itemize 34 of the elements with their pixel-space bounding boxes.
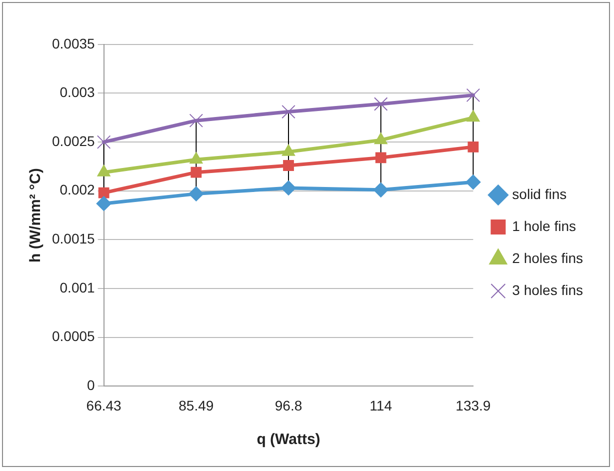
legend-label: 1 hole fins <box>512 218 576 234</box>
point <box>468 141 479 152</box>
point <box>98 187 110 198</box>
point <box>282 104 296 119</box>
point <box>373 182 388 198</box>
point <box>466 88 480 102</box>
x-tick-label: 114 <box>370 397 392 414</box>
x-tick-label: 85.49 <box>178 397 214 414</box>
x-axis-title: q (Watts) <box>256 431 320 448</box>
legend-label: 3 holes fins <box>512 282 584 298</box>
point <box>96 196 112 212</box>
point <box>374 97 388 111</box>
point <box>466 174 481 190</box>
y-tick-label: 0.001 <box>60 279 96 296</box>
point <box>283 160 294 171</box>
x-tick-label: 96.8 <box>274 397 302 414</box>
y-tick-label: 0.0005 <box>52 328 96 344</box>
x-tick-label: 133.9 <box>456 397 491 414</box>
point <box>190 166 202 178</box>
y-tick-label: 0.0015 <box>52 230 96 247</box>
legend-label: solid fins <box>512 186 567 202</box>
y-tick-label: 0.0025 <box>52 132 96 149</box>
x-tick-label: 66.43 <box>86 397 122 414</box>
point <box>188 186 204 202</box>
y-tick-label: 0.003 <box>60 84 96 100</box>
y-tick-label: 0.002 <box>60 182 96 198</box>
point <box>281 180 296 196</box>
point <box>375 152 386 164</box>
y-tick-label: 0 <box>87 377 96 394</box>
point <box>189 114 204 128</box>
legend-label: 2 holes fins <box>512 250 584 266</box>
point <box>96 135 111 149</box>
y-axis-title: h (W/mm² °C) <box>27 168 44 262</box>
y-tick-label: 0.0035 <box>52 35 96 52</box>
